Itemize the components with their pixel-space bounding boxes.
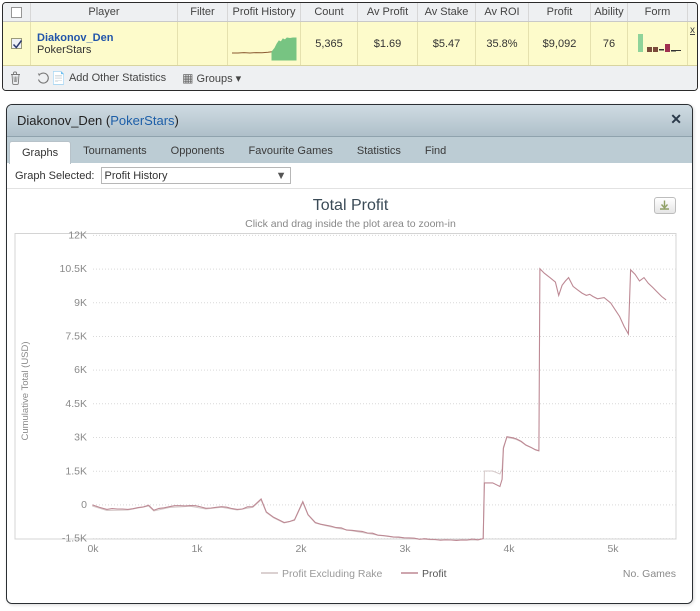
svg-text:-1.5K: -1.5K xyxy=(62,533,87,545)
svg-text:3k: 3k xyxy=(399,543,411,555)
svg-text:1k: 1k xyxy=(191,543,203,555)
svg-text:4k: 4k xyxy=(503,543,515,555)
svg-text:Profit: Profit xyxy=(422,568,447,580)
svg-text:9K: 9K xyxy=(74,297,87,309)
svg-text:4.5K: 4.5K xyxy=(65,398,87,410)
svg-text:7.5K: 7.5K xyxy=(65,331,87,343)
svg-text:5k: 5k xyxy=(607,543,619,555)
svg-text:No. Games: No. Games xyxy=(623,568,676,580)
svg-text:2k: 2k xyxy=(295,543,307,555)
svg-text:12K: 12K xyxy=(68,230,87,242)
svg-text:Profit Excluding Rake: Profit Excluding Rake xyxy=(282,568,383,580)
svg-text:0k: 0k xyxy=(87,543,99,555)
svg-text:3K: 3K xyxy=(74,432,87,444)
svg-text:Cumulative Total (USD): Cumulative Total (USD) xyxy=(20,341,31,440)
svg-text:6K: 6K xyxy=(74,364,87,376)
svg-text:10.5K: 10.5K xyxy=(60,263,87,275)
svg-text:0: 0 xyxy=(81,499,87,511)
svg-text:1.5K: 1.5K xyxy=(65,465,87,477)
